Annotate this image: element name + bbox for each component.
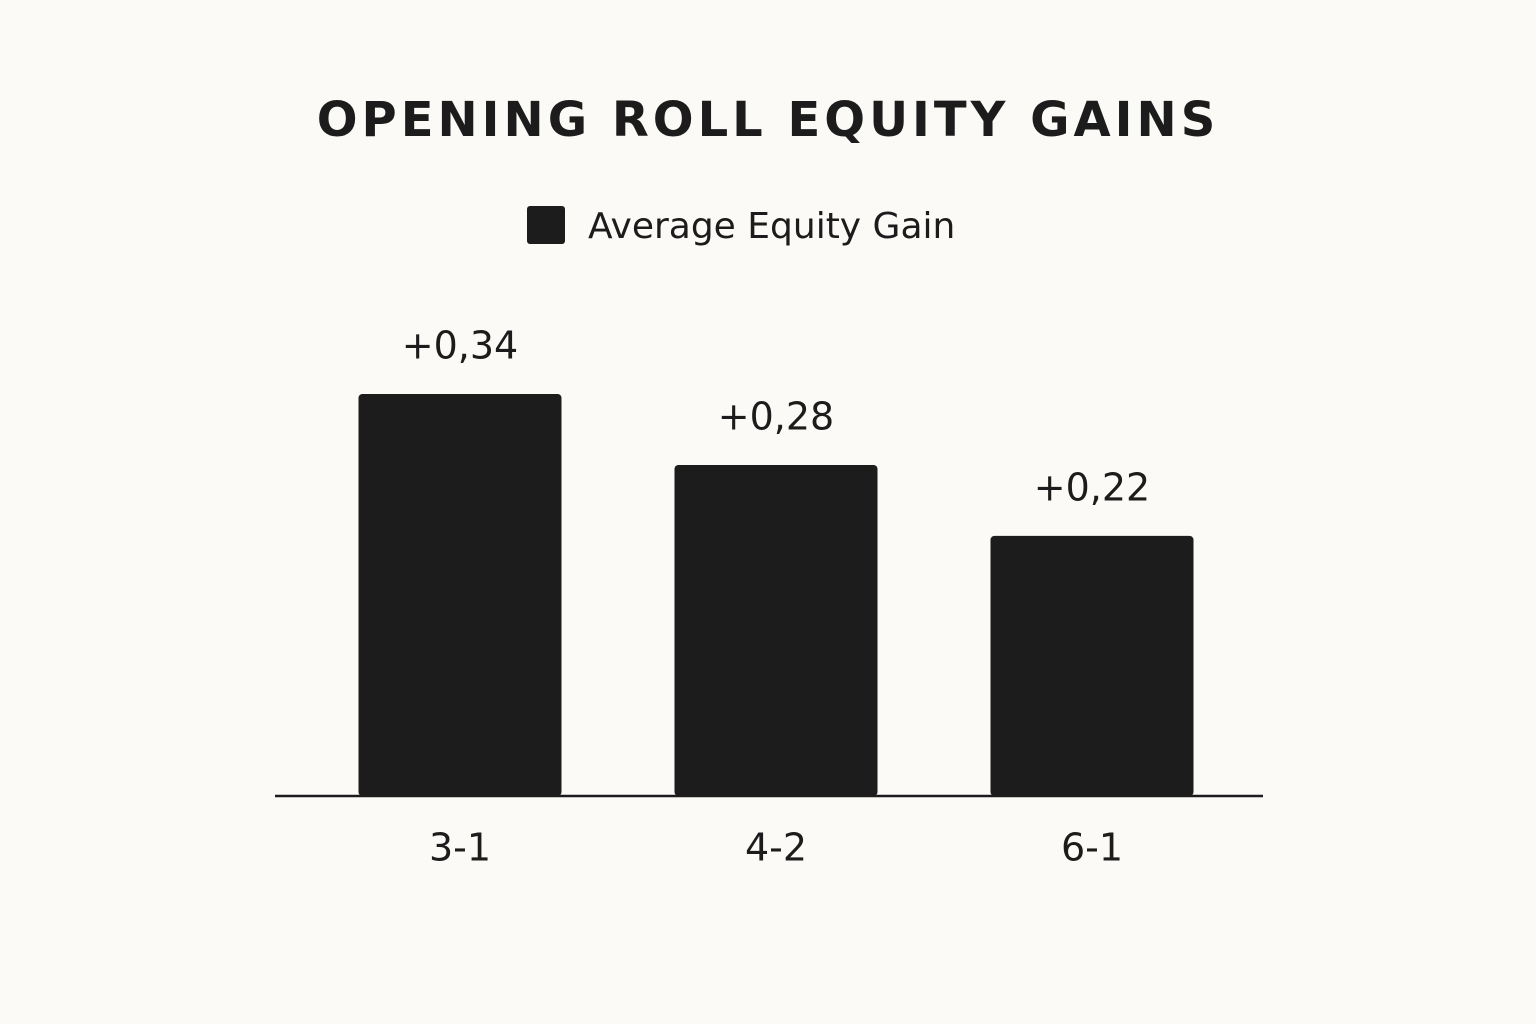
value-label: +0,22 <box>1034 465 1150 509</box>
bar <box>674 464 878 796</box>
value-label: +0,34 <box>402 324 518 368</box>
legend-swatch <box>527 206 565 244</box>
legend-label: Average Equity Gain <box>588 206 955 247</box>
bar <box>358 394 562 796</box>
x-tick-label: 3-1 <box>429 826 491 870</box>
chart-title: OPENING ROLL EQUITY GAINS <box>317 92 1220 148</box>
x-tick-label: 6-1 <box>1061 826 1123 870</box>
bar <box>990 535 1194 796</box>
value-label: +0,28 <box>718 394 834 438</box>
x-tick-label: 4-2 <box>745 826 807 870</box>
